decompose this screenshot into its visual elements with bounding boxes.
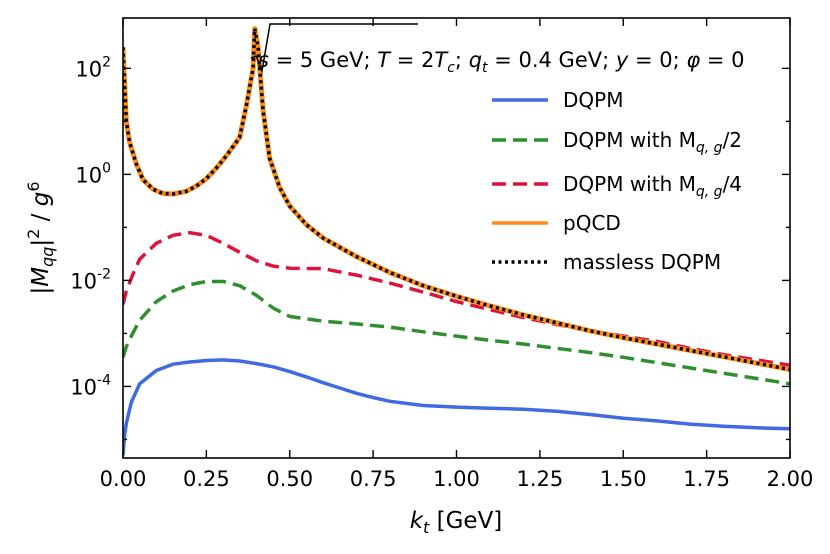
x-tick-label: 1.75 — [683, 467, 730, 491]
legend-label-dqpm-quarter: DQPM with Mq, g/4 — [563, 172, 742, 200]
y-tick-label: 100 — [75, 160, 111, 187]
legend-label-massless: massless DQPM — [563, 250, 721, 274]
annotation: s = 5 GeV; T = 2Tc; qt = 0.4 GeV; y = 0;… — [250, 23, 745, 76]
x-tick-label: 0.50 — [266, 467, 313, 491]
y-tick-label: 102 — [75, 54, 111, 81]
y-axis-label: |Mqq|2 / g6 — [24, 181, 57, 294]
x-tick-label: 1.50 — [600, 467, 647, 491]
x-tick-label: 0.75 — [350, 467, 397, 491]
x-axis: 0.00 0.25 0.50 0.75 1.00 1.25 1.50 1.75 2.00 — [100, 18, 814, 491]
series-line-0 — [123, 358, 790, 456]
legend-entry-dqpm: DQPM — [492, 88, 623, 112]
plot-frame — [122, 17, 791, 459]
y-tick-label: 10-2 — [70, 266, 111, 293]
sqrt-symbol — [250, 23, 418, 74]
legend-label-dqpm-half: DQPM with Mq, g/2 — [563, 128, 742, 156]
y-axis: 10-4 10-2 100 102 — [70, 54, 790, 441]
series-line-3 — [123, 26, 790, 372]
legend-entry-massless: massless DQPM — [492, 250, 721, 274]
x-axis-label: kt [GeV] — [410, 508, 503, 537]
x-tick-label: 1.00 — [433, 467, 480, 491]
series-layer — [123, 26, 790, 456]
series-line-1 — [123, 279, 790, 386]
legend-entry-dqpm-quarter: DQPM with Mq, g/4 — [492, 172, 742, 200]
x-tick-label: 1.25 — [516, 467, 563, 491]
legend-label-dqpm: DQPM — [563, 88, 623, 112]
x-tick-label: 0.25 — [183, 467, 230, 491]
x-tick-label: 2.00 — [767, 467, 814, 491]
legend-label-pqcd: pQCD — [563, 211, 621, 235]
y-tick-label: 10-4 — [70, 372, 111, 399]
legend-entry-dqpm-half: DQPM with Mq, g/2 — [492, 128, 742, 156]
annotation-rest: s = 5 GeV; T = 2Tc; qt = 0.4 GeV; y = 0;… — [258, 48, 745, 76]
series-line-4 — [123, 26, 790, 372]
x-tick-label: 0.00 — [100, 467, 147, 491]
legend: DQPM DQPM with Mq, g/2 DQPM with Mq, g/4… — [492, 88, 742, 274]
legend-entry-pqcd: pQCD — [492, 211, 621, 235]
